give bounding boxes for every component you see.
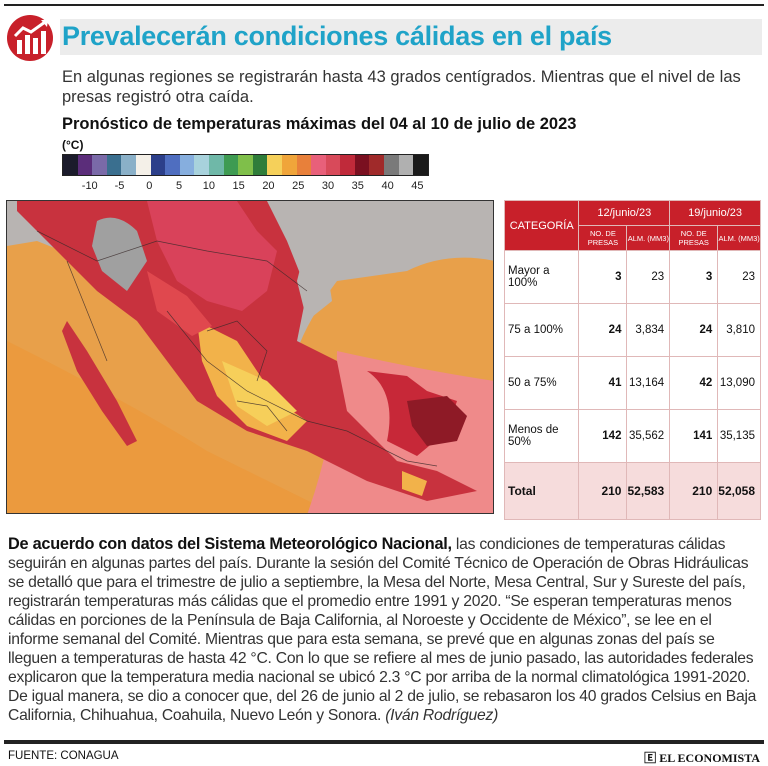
scale-tick: 10 — [202, 180, 215, 192]
row-alm-2: 35,135 — [717, 409, 761, 463]
scale-swatch — [384, 155, 399, 175]
scale-ticks: -10 -5 0 5 10 15 20 25 30 35 40 45 — [62, 180, 435, 194]
scale-tick: 30 — [321, 180, 335, 192]
row-presas-1: 41 — [578, 356, 628, 410]
page-title: Prevalecerán condiciones cálidas en el p… — [62, 21, 612, 51]
scale-tick: 5 — [176, 180, 183, 192]
scale-tick: 20 — [262, 180, 275, 192]
mexico-temperature-map — [7, 201, 493, 513]
date1-header: 12/junio/23 — [578, 200, 671, 226]
row-category: Menos de 50% — [503, 409, 580, 463]
scale-swatch — [238, 155, 253, 175]
scale-swatch — [208, 155, 224, 175]
row-presas-2: 141 — [669, 409, 719, 463]
scale-tick: 0 — [146, 180, 153, 192]
table-row: 50 a 75% 41 13,164 42 13,090 — [503, 356, 761, 410]
scale-tick: 45 — [411, 180, 424, 192]
scale-swatch — [106, 155, 122, 175]
scale-swatch — [165, 155, 180, 175]
scale-tick: -10 — [81, 180, 98, 192]
category-header: CATEGORÍA — [503, 200, 580, 251]
row-alm-1: 35,562 — [626, 409, 671, 463]
scale-swatch — [92, 155, 107, 175]
temperature-color-scale — [62, 154, 429, 176]
forecast-title: Pronóstico de temperaturas máximas del 0… — [62, 115, 577, 133]
table-row: 75 a 100% 24 3,834 24 3,810 — [503, 303, 761, 357]
total-row: Total 210 52,583 210 52,058 — [503, 462, 761, 520]
scale-swatch — [63, 155, 78, 175]
scale-swatch — [325, 155, 341, 175]
total-alm-2: 52,058 — [717, 462, 761, 520]
scale-swatch — [311, 155, 326, 175]
row-presas-2: 24 — [669, 303, 719, 357]
row-category: 50 a 75% — [503, 356, 580, 410]
row-alm-2: 13,090 — [717, 356, 761, 410]
scale-swatch — [369, 155, 385, 175]
scale-swatch — [354, 155, 370, 175]
title-bar — [60, 19, 762, 55]
col-presas-2: NO. DE PRESAS — [669, 225, 719, 251]
source-label: FUENTE: CONAGUA — [8, 750, 119, 762]
temperature-map — [6, 200, 494, 514]
scale-swatch — [150, 155, 166, 175]
scale-swatch — [179, 155, 195, 175]
total-alm-1: 52,583 — [626, 462, 671, 520]
row-presas-1: 142 — [578, 409, 628, 463]
chart-logo-icon — [7, 15, 53, 61]
top-rule — [4, 4, 764, 6]
col-alm-2: ALM. (MM3) — [717, 225, 761, 251]
scale-swatch — [281, 155, 297, 175]
scale-swatch — [267, 155, 282, 175]
row-presas-1: 3 — [578, 250, 628, 304]
scale-swatch — [77, 155, 93, 175]
row-alm-1: 3,834 — [626, 303, 671, 357]
subtitle: En algunas regiones se registrarán hasta… — [62, 68, 741, 106]
date2-header: 19/junio/23 — [669, 200, 761, 226]
scale-swatch — [194, 155, 209, 175]
col-presas-1: NO. DE PRESAS — [578, 225, 628, 251]
brand-logo: 🄴 EL ECONOMISTA — [644, 751, 760, 765]
scale-swatch — [223, 155, 239, 175]
scale-swatch — [398, 155, 414, 175]
table-row: Menos de 50% 142 35,562 141 35,135 — [503, 409, 761, 463]
scale-tick: -5 — [114, 180, 125, 192]
dams-table: CATEGORÍA 12/junio/23 19/junio/23 NO. DE… — [503, 200, 761, 520]
scale-swatch — [121, 155, 136, 175]
article-lead: De acuerdo con datos del Sistema Meteoro… — [8, 535, 452, 553]
article-body: De acuerdo con datos del Sistema Meteoro… — [8, 535, 760, 725]
row-presas-1: 24 — [578, 303, 628, 357]
scale-swatch — [296, 155, 312, 175]
article-signature: (Iván Rodríguez) — [385, 707, 499, 724]
total-presas-2: 210 — [669, 462, 719, 520]
row-presas-2: 42 — [669, 356, 719, 410]
scale-unit: (°C) — [62, 138, 84, 152]
row-presas-2: 3 — [669, 250, 719, 304]
scale-tick: 15 — [232, 180, 245, 192]
bottom-rule — [4, 740, 764, 744]
col-alm-1: ALM. (MM3) — [626, 225, 671, 251]
total-presas-1: 210 — [578, 462, 628, 520]
scale-swatch — [135, 155, 151, 175]
scale-swatch — [252, 155, 268, 175]
scale-tick: 40 — [381, 180, 394, 192]
table-row: Mayor a 100% 3 23 3 23 — [503, 250, 761, 304]
row-alm-2: 23 — [717, 250, 761, 304]
scale-tick: 35 — [351, 180, 364, 192]
row-category: 75 a 100% — [503, 303, 580, 357]
row-alm-2: 3,810 — [717, 303, 761, 357]
row-category: Mayor a 100% — [503, 250, 580, 304]
article-text: las condiciones de temperaturas cálidas … — [8, 536, 757, 724]
row-alm-1: 23 — [626, 250, 671, 304]
scale-swatch — [413, 155, 428, 175]
scale-swatch — [340, 155, 355, 175]
brand-name: EL ECONOMISTA — [659, 751, 760, 765]
scale-tick: 25 — [292, 180, 305, 192]
total-label: Total — [503, 462, 580, 520]
row-alm-1: 13,164 — [626, 356, 671, 410]
